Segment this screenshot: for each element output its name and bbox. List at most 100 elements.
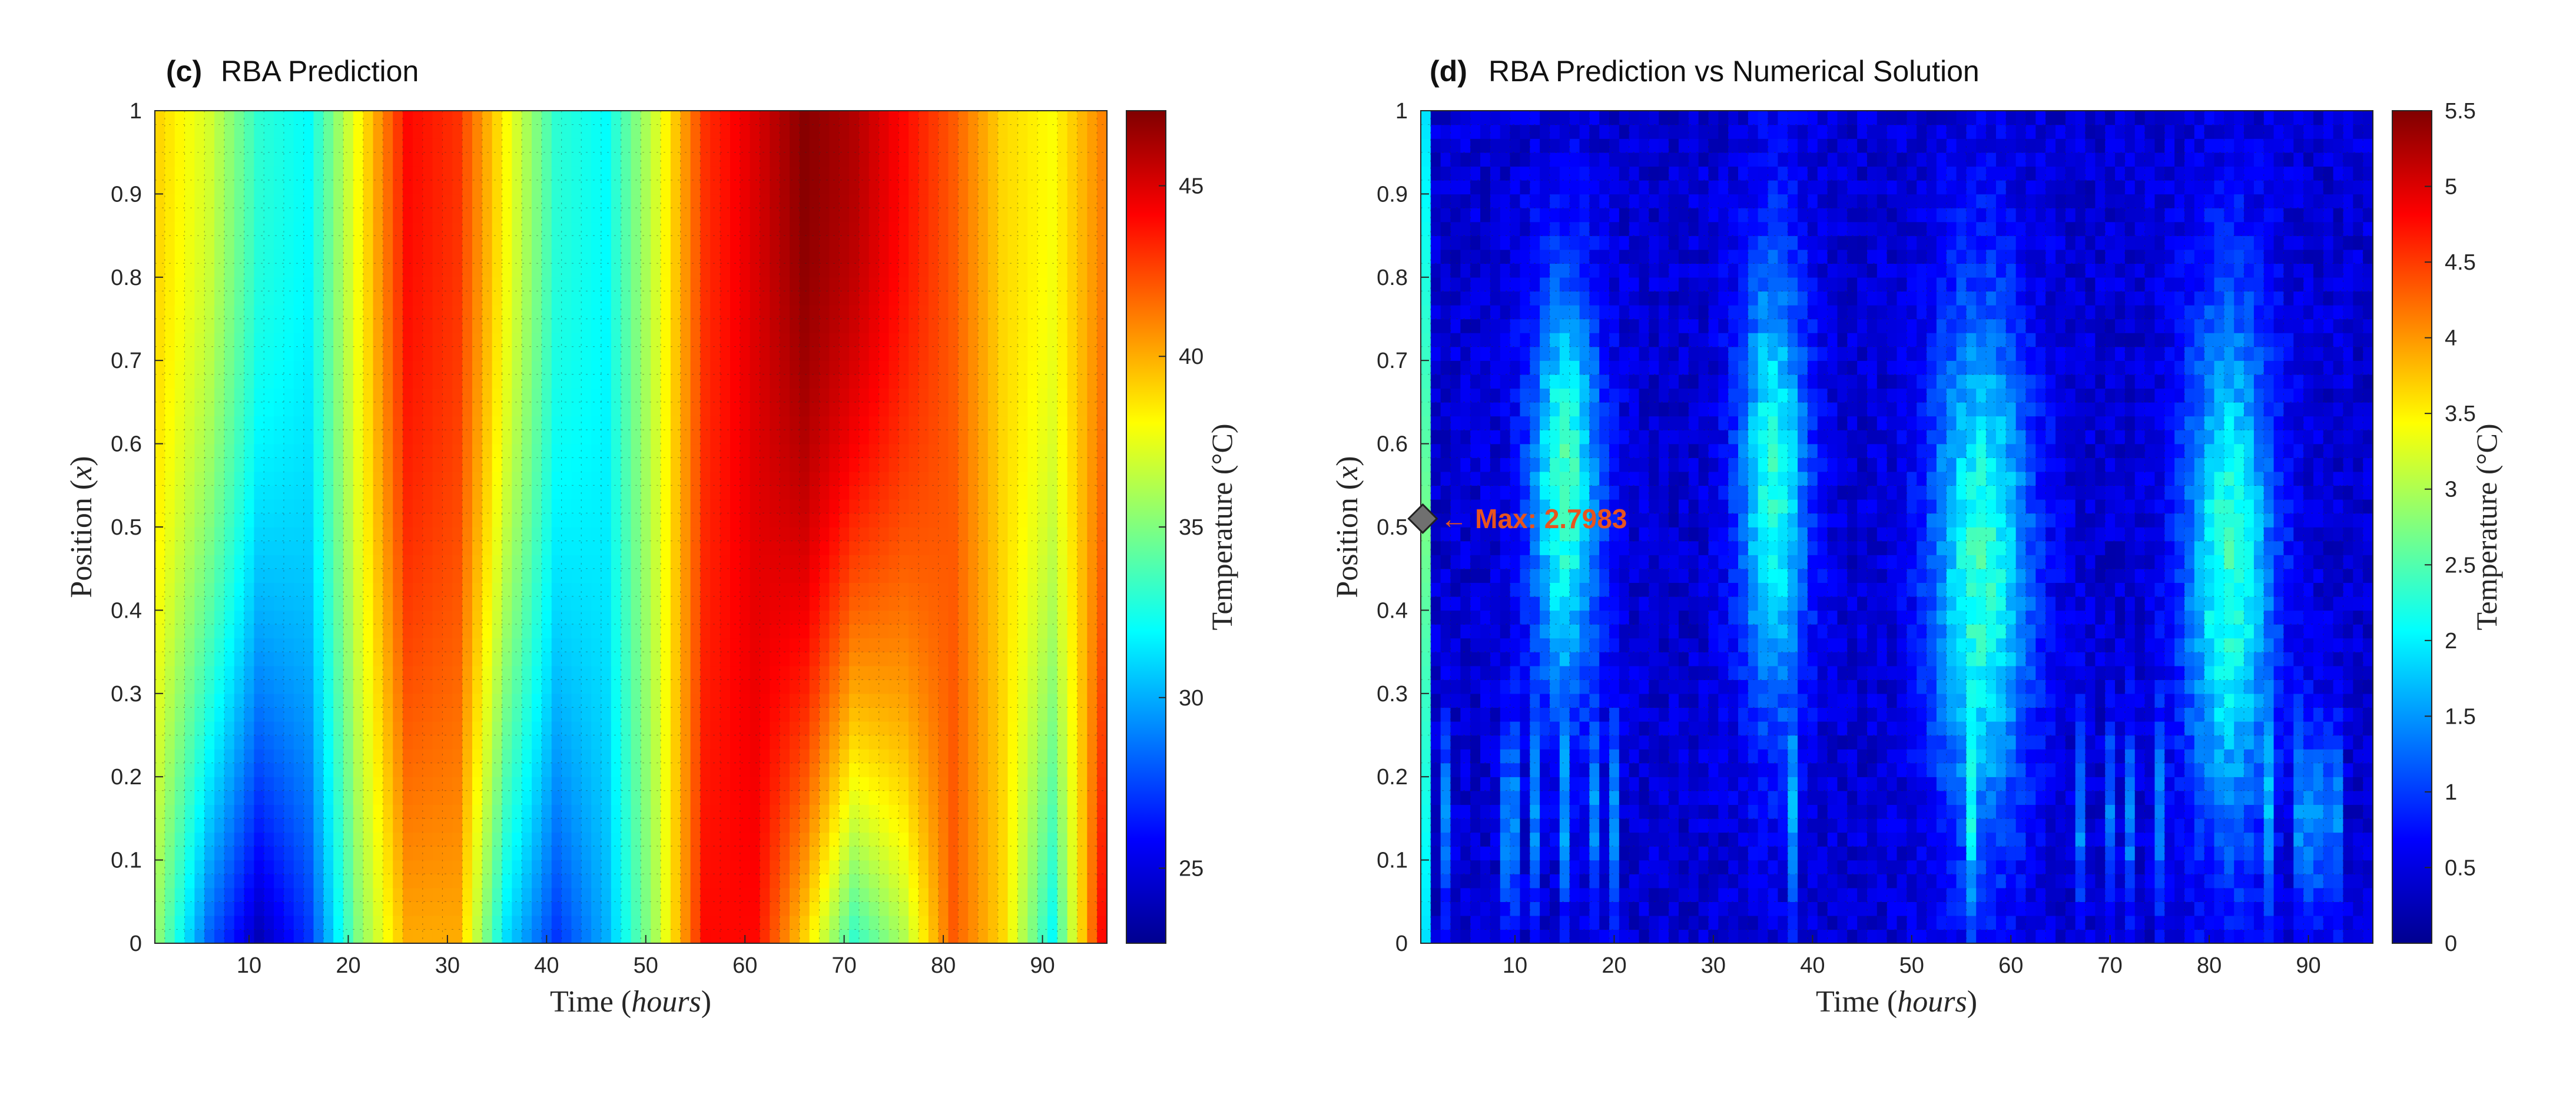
- heatmap-cell: [581, 694, 592, 708]
- heatmap-cell: [532, 527, 542, 541]
- heatmap-cell: [591, 582, 602, 596]
- heatmap-cell: [958, 666, 969, 680]
- heatmap-cell: [661, 749, 671, 763]
- heatmap-cell: [800, 138, 810, 152]
- heatmap-cell: [631, 735, 642, 750]
- heatmap-cell: [522, 555, 532, 569]
- heatmap-cell: [621, 596, 632, 611]
- heatmap-cell: [651, 208, 661, 222]
- heatmap-cell: [393, 457, 403, 472]
- heatmap-cell: [581, 208, 592, 222]
- heatmap-cell: [621, 541, 632, 555]
- heatmap-cell: [631, 679, 642, 694]
- heatmap-cell: [641, 527, 651, 541]
- heatmap-cell: [631, 347, 642, 361]
- heatmap-cell: [562, 194, 572, 208]
- heatmap-cell: [234, 763, 245, 777]
- heatmap-cell: [244, 430, 255, 444]
- heatmap-cell: [601, 901, 612, 916]
- heatmap-cell: [968, 236, 979, 250]
- heatmap-cell: [492, 333, 503, 347]
- heatmap-cell: [671, 360, 681, 374]
- heatmap-cell: [581, 499, 592, 513]
- heatmap-cell: [452, 513, 463, 527]
- heatmap-cell: [939, 735, 949, 750]
- heatmap-cell: [740, 582, 751, 596]
- heatmap-cell: [333, 166, 344, 180]
- heatmap-cell: [879, 388, 890, 402]
- heatmap-cell: [442, 555, 453, 569]
- heatmap-cell: [512, 694, 522, 708]
- heatmap-cell: [790, 832, 800, 846]
- heatmap-cell: [839, 721, 850, 735]
- heatmap-cell: [492, 929, 503, 943]
- heatmap-cell: [591, 694, 602, 708]
- heatmap-cell: [869, 818, 880, 833]
- heatmap-cell: [194, 402, 205, 416]
- heatmap-cell: [641, 874, 651, 888]
- heatmap-cell: [760, 901, 770, 916]
- heatmap-cell: [433, 846, 443, 860]
- heatmap-cell: [254, 916, 264, 930]
- heatmap-cell: [631, 638, 642, 652]
- heatmap-cell: [681, 777, 691, 791]
- heatmap-cell: [651, 679, 661, 694]
- heatmap-cell: [681, 444, 691, 458]
- heatmap-cell: [780, 846, 790, 860]
- heatmap-cell: [185, 916, 195, 930]
- heatmap-cell: [403, 166, 413, 180]
- heatmap-cell: [949, 430, 959, 444]
- heatmap-cell: [333, 818, 344, 833]
- heatmap-cell: [661, 319, 671, 333]
- heatmap-cell: [621, 818, 632, 833]
- heatmap-cell: [254, 652, 264, 666]
- heatmap-cell: [720, 860, 731, 874]
- heatmap-cell: [839, 194, 850, 208]
- heatmap-cell: [671, 652, 681, 666]
- heatmap-cell: [810, 457, 820, 472]
- heatmap-cell: [373, 111, 384, 125]
- heatmap-cell: [294, 804, 304, 818]
- heatmap-cell: [601, 624, 612, 638]
- heatmap-cell: [581, 347, 592, 361]
- heatmap-cell: [482, 901, 493, 916]
- heatmap-cell: [631, 624, 642, 638]
- heatmap-cell: [750, 347, 761, 361]
- heatmap-cell: [740, 430, 751, 444]
- heatmap-cell: [968, 333, 979, 347]
- heatmap-cell: [333, 444, 344, 458]
- heatmap-cell: [581, 596, 592, 611]
- heatmap-cell: [452, 638, 463, 652]
- heatmap-cell: [532, 277, 542, 291]
- heatmap-cell: [740, 638, 751, 652]
- heatmap-cell: [323, 527, 334, 541]
- heatmap-cell: [194, 569, 205, 583]
- heatmap-cell: [888, 749, 899, 763]
- heatmap-cell: [522, 763, 532, 777]
- heatmap-cell: [502, 194, 513, 208]
- heatmap-cell: [155, 250, 165, 264]
- heatmap-cell: [968, 222, 979, 236]
- heatmap-cell: [373, 804, 384, 818]
- heatmap-cell: [492, 152, 503, 167]
- heatmap-cell: [581, 929, 592, 943]
- heatmap-cell: [423, 250, 433, 264]
- heatmap-cell: [671, 916, 681, 930]
- heatmap-cell: [363, 777, 374, 791]
- heatmap-cell: [571, 832, 582, 846]
- heatmap-cell: [770, 277, 780, 291]
- heatmap-cell: [294, 305, 304, 319]
- heatmap-cell: [363, 721, 374, 735]
- heatmap-cell: [403, 263, 413, 277]
- heatmap-cell: [165, 624, 175, 638]
- heatmap-cell: [304, 527, 314, 541]
- heatmap-cell: [353, 860, 364, 874]
- heatmap-cell: [542, 416, 552, 430]
- heatmap-cell: [740, 763, 751, 777]
- heatmap-cell: [452, 791, 463, 805]
- heatmap-cell: [452, 152, 463, 167]
- heatmap-cell: [433, 457, 443, 472]
- heatmap-cell: [542, 666, 552, 680]
- heatmap-cell: [859, 485, 870, 499]
- heatmap-cell: [155, 125, 165, 139]
